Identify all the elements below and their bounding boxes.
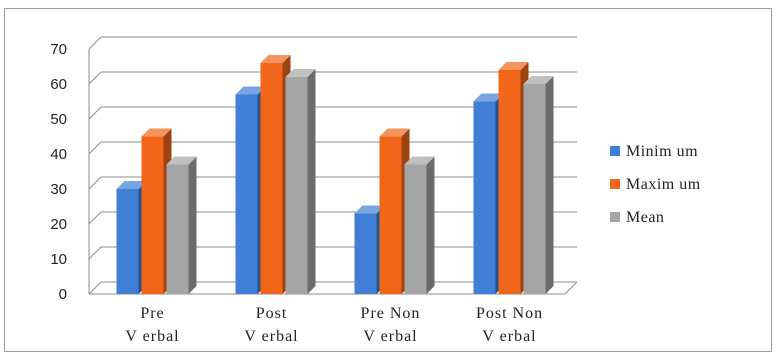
bar-top — [260, 55, 291, 63]
gridline-side — [88, 211, 102, 225]
bar — [260, 63, 283, 294]
gridline-side — [88, 36, 102, 50]
bar-top — [235, 86, 266, 95]
legend-swatch — [610, 179, 620, 189]
bar — [235, 94, 258, 294]
bar — [141, 136, 164, 294]
y-tick-label: 60 — [50, 76, 67, 93]
bar-top — [379, 128, 410, 137]
bar — [404, 164, 427, 294]
bar-side — [188, 156, 197, 294]
x-tick-label: Pre Non — [361, 305, 421, 322]
y-tick-label: 50 — [50, 111, 67, 128]
bar — [285, 77, 308, 294]
y-tick-label: 10 — [50, 251, 67, 268]
legend-swatch — [610, 212, 620, 222]
bar-top — [166, 156, 197, 165]
bar-top — [285, 69, 316, 77]
x-tick-label: V erbal — [363, 328, 417, 345]
gridline-side — [88, 176, 102, 190]
bar-top — [404, 156, 435, 165]
floor-edge — [564, 281, 578, 295]
legend-label: Mean — [626, 209, 664, 226]
legend-label: Maxim um — [626, 176, 701, 193]
x-tick-label: Pre — [140, 305, 164, 322]
bar-top — [116, 181, 147, 189]
bar — [523, 84, 546, 294]
chart-frame: 0 10 20 30 40 50 60 70 Pre V erbal Post V erbal Pre … — [4, 8, 772, 352]
bar-side — [426, 156, 435, 294]
bar — [354, 213, 377, 294]
bar — [116, 189, 139, 294]
y-tick-label: 70 — [50, 41, 67, 58]
gridline-side — [88, 106, 102, 120]
bar — [379, 136, 402, 294]
x-tick-label: V erbal — [125, 328, 179, 345]
gridline-side — [88, 281, 102, 295]
bar-side — [307, 69, 316, 294]
x-tick-label: Post — [256, 305, 288, 322]
bar-top — [498, 62, 529, 70]
bar-side — [545, 76, 554, 294]
y-tick-label: 20 — [50, 216, 67, 233]
y-tick-label: 30 — [50, 181, 67, 198]
x-tick-label: V erbal — [244, 328, 298, 345]
x-tick-label: V erbal — [482, 328, 536, 345]
y-tick-label: 40 — [50, 146, 67, 163]
legend-label: Minim um — [626, 143, 698, 160]
bar-top — [523, 76, 554, 84]
bar-chart: 0 10 20 30 40 50 60 70 Pre V erbal Post V erbal Pre … — [50, 36, 701, 345]
gridline-side — [88, 141, 102, 155]
bar-top — [473, 93, 504, 102]
y-tick-label: 0 — [59, 286, 67, 303]
x-tick-label: Post Non — [476, 305, 543, 322]
bar — [166, 164, 189, 294]
gridline-side — [88, 246, 102, 260]
bar-top — [141, 128, 172, 137]
bar — [473, 101, 496, 294]
legend-swatch — [610, 146, 620, 156]
bar — [498, 70, 521, 294]
gridline-side — [88, 71, 102, 85]
bar-top — [354, 205, 385, 214]
